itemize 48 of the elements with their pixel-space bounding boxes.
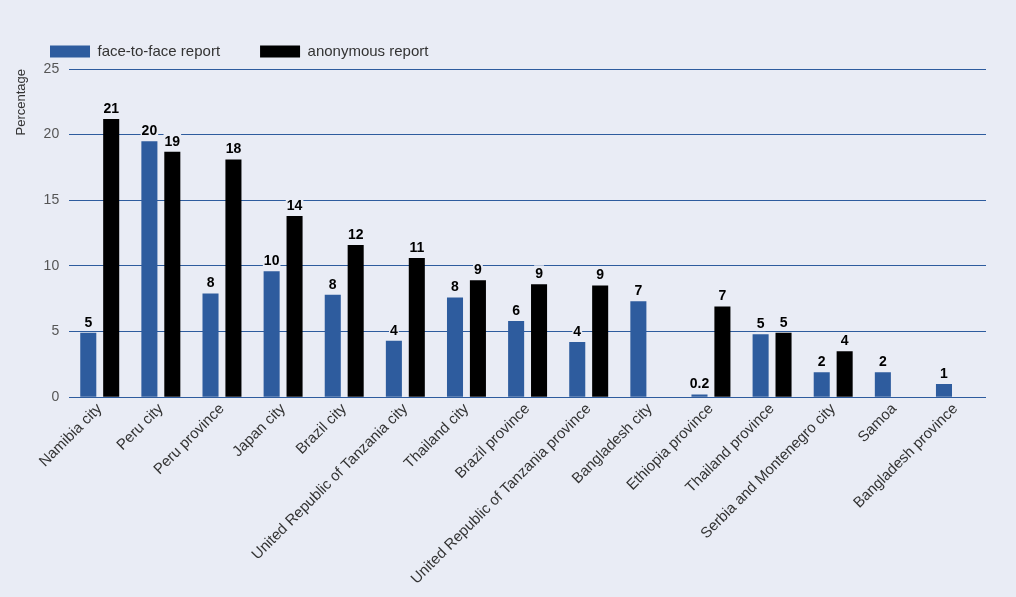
bar — [225, 159, 242, 397]
y-tick-label: 0 — [51, 388, 60, 405]
data-label: 5 — [779, 313, 788, 330]
y-axis-title: Percentage — [13, 69, 29, 136]
legend-label: anonymous report — [307, 41, 430, 59]
data-label: 8 — [206, 274, 215, 291]
bar — [286, 216, 303, 397]
bar — [469, 280, 486, 397]
bar — [592, 285, 609, 397]
y-tick-label: 20 — [43, 125, 60, 142]
bar — [836, 351, 853, 397]
y-tick-label: 15 — [43, 191, 60, 208]
data-label: 7 — [718, 287, 727, 304]
data-label: 11 — [409, 238, 425, 255]
data-label: 19 — [164, 132, 181, 149]
bar — [531, 284, 548, 397]
bar — [164, 151, 181, 397]
bar — [103, 118, 120, 397]
data-label: 5 — [756, 315, 765, 332]
data-label: 0.2 — [689, 375, 710, 392]
data-label: 8 — [328, 275, 337, 292]
data-label: 4 — [573, 322, 582, 339]
data-label: 4 — [840, 332, 849, 349]
bar — [408, 258, 425, 397]
data-label: 20 — [141, 122, 158, 139]
bar — [775, 332, 792, 397]
bar — [347, 244, 364, 397]
legend-label: face-to-face report — [97, 41, 221, 59]
data-label: 8 — [451, 278, 460, 295]
data-label: 18 — [225, 140, 242, 157]
y-tick-label: 10 — [43, 256, 60, 273]
data-label: 21 — [103, 99, 120, 116]
data-label: 14 — [286, 196, 303, 213]
bar — [714, 306, 731, 397]
data-label: 2 — [817, 353, 826, 370]
data-label: 2 — [878, 353, 887, 370]
data-label: 1 — [940, 364, 949, 381]
data-label: 7 — [634, 282, 643, 299]
data-label: 12 — [347, 225, 364, 242]
data-label: 4 — [389, 321, 398, 338]
y-tick-label: 25 — [43, 59, 60, 76]
data-label: 9 — [596, 266, 605, 283]
data-label: 5 — [84, 313, 93, 330]
y-tick-label: 5 — [51, 322, 60, 339]
data-label: 9 — [474, 261, 483, 278]
data-label: 10 — [263, 252, 280, 269]
data-label: 6 — [512, 301, 521, 318]
data-label: 9 — [535, 265, 544, 282]
